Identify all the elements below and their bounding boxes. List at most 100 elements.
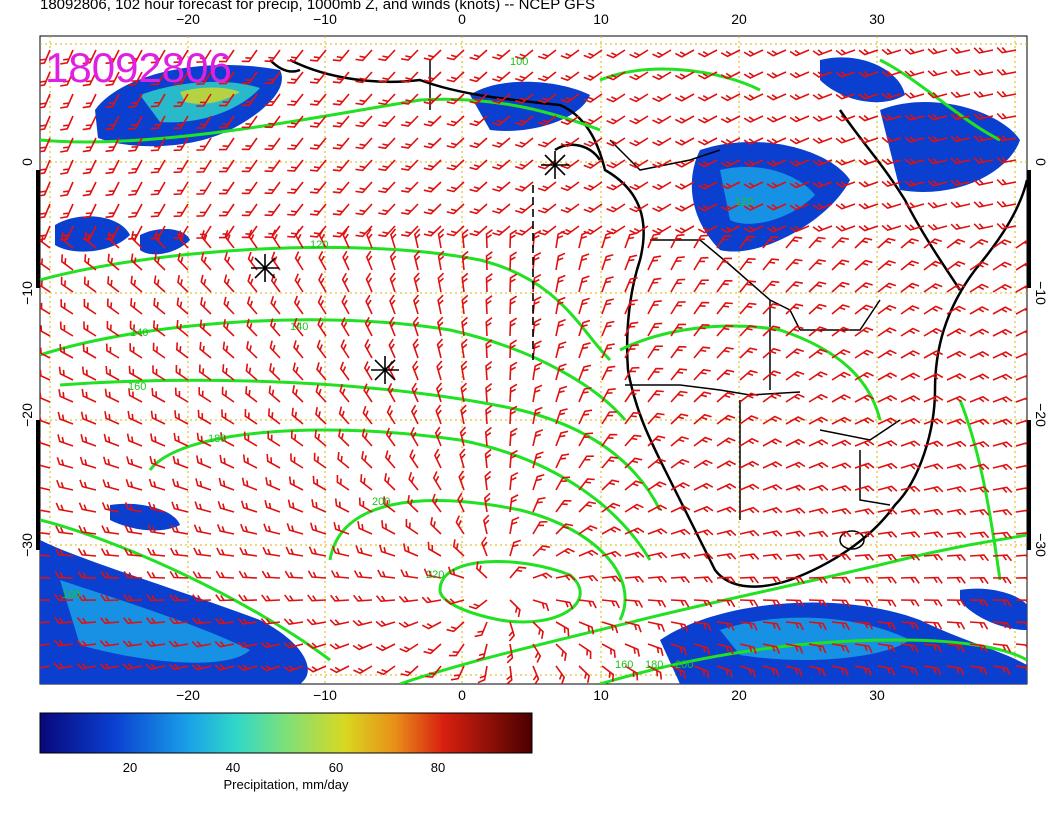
lon-tick-label: −20 [176,687,200,703]
wind-barb [306,642,327,649]
wind-barb [128,203,143,218]
wind-barb [950,135,971,143]
wind-barb [287,225,304,238]
wind-barb [969,621,989,630]
wind-barb [492,115,511,126]
wind-barb [785,461,806,469]
wind-barb [82,137,97,153]
wind-barb [560,203,580,214]
wind-barb [332,71,350,84]
wind-barb [950,47,971,55]
wind-barb [877,349,897,359]
wind-barb [969,508,990,516]
wind-barb [412,338,420,359]
wind-barb [130,298,143,315]
wind-barb [40,502,51,513]
wind-barb [973,47,994,54]
lat-tick-label: −10 [1033,281,1049,305]
frame-tick-bar [1027,420,1031,550]
wind-barb [288,476,304,491]
wind-barb [537,93,557,104]
wind-barb [514,159,534,170]
contour-labels: 120 140 140 160 180 200 220 160 180 200 … [62,56,753,671]
wind-barb [316,339,327,359]
wind-barb [858,114,879,122]
wind-barb [122,663,143,670]
wind-barb [785,370,805,381]
wind-barb [973,223,994,230]
wind-barb [238,570,258,579]
wind-barb [99,617,120,625]
wind-barb [309,159,327,172]
wind-barb [693,368,711,381]
wind-barb [923,553,944,561]
wind-barb [601,365,616,381]
wind-barb [269,340,281,359]
wind-barb [364,338,373,359]
wind-barb [969,350,990,359]
wind-barb [40,93,51,110]
wind-barb [555,341,567,359]
wind-barb [697,225,718,234]
wind-barb [437,272,445,293]
wind-barb [378,225,396,238]
wind-barb [264,159,281,173]
wind-barb [739,369,758,381]
wind-barb [693,279,709,293]
wind-barb [601,343,615,359]
frame-tick-bar [1027,170,1031,288]
wind-barb [410,404,419,425]
wind-barb [293,340,304,359]
wind-barb [606,181,626,191]
wind-barb [854,282,873,293]
wind-barb [560,49,580,60]
wind-barb [355,71,373,84]
wind-barb [716,437,736,447]
wind-barb [697,93,718,102]
wind-barb [266,453,281,469]
wind-barb [950,223,971,231]
wind-barb [82,343,97,359]
wind-barb [624,621,642,633]
wind-barb [264,203,281,217]
wind-barb [946,350,967,359]
wind-barb [401,225,419,237]
wind-barb [413,250,421,271]
wind-barb [606,137,626,147]
wind-barb [743,225,764,233]
wind-barb [812,203,833,210]
wind-barb [652,181,672,191]
wind-barb [969,418,990,426]
wind-barb [309,93,327,106]
wind-barb [170,524,189,535]
wind-barb [601,433,618,447]
wind-barb [812,93,833,100]
wind-barb [332,203,350,216]
wind-barb [54,570,74,579]
wind-barb [509,494,519,513]
star-marker [371,356,399,384]
storm-markers [251,151,569,384]
lon-tick-label: −10 [313,687,337,703]
wind-barb [413,294,420,315]
wind-barb [532,643,542,663]
wind-barb [389,294,396,315]
wind-barb [317,295,327,315]
wind-barb [785,303,804,315]
wind-barb [216,547,235,557]
wind-barb [739,506,760,514]
wind-barb [355,115,373,128]
wind-barb [78,525,97,535]
wind-barb [421,596,442,604]
wind-barb [219,454,235,469]
wind-barb [835,137,856,144]
wind-barb [284,570,304,579]
wind-barb [446,115,465,127]
wind-barb [104,388,120,403]
wind-barb [260,618,281,625]
lon-labels-top: −20 −10 0 10 20 30 [176,11,885,27]
wind-barb [532,252,542,271]
wind-barb [835,93,856,100]
wind-barb [492,203,511,214]
wind-barb [674,93,695,102]
